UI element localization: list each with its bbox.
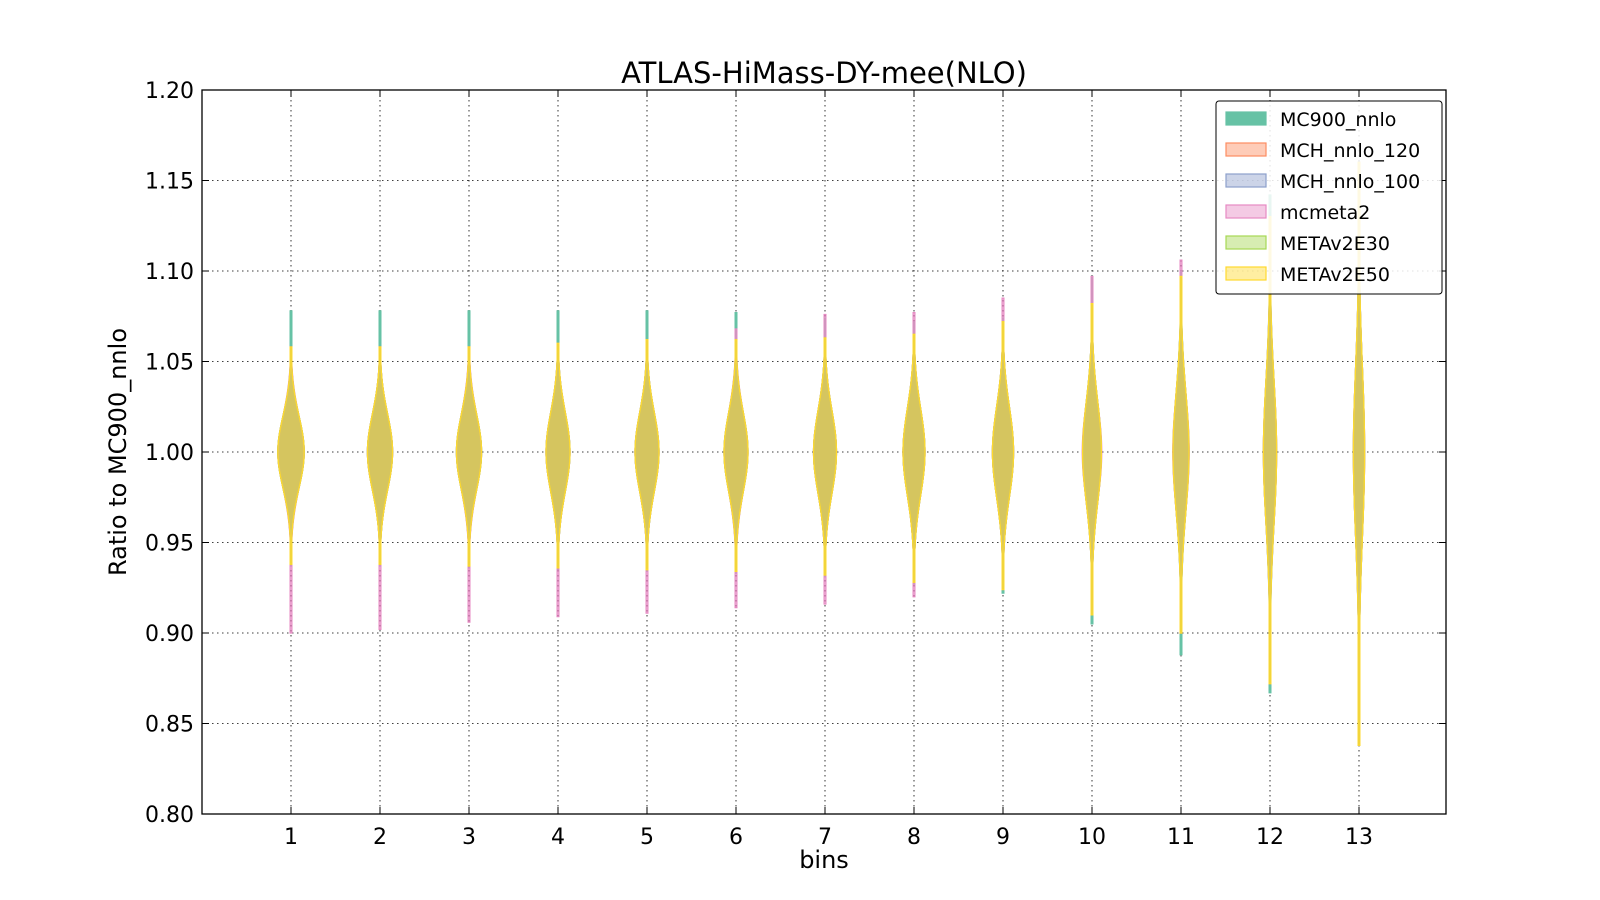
legend-label: MCH_nnlo_100 bbox=[1280, 171, 1420, 193]
x-tick-label: 13 bbox=[1345, 825, 1373, 850]
legend-label: MC900_nnlo bbox=[1280, 109, 1396, 131]
y-tick-label: 0.95 bbox=[145, 532, 194, 557]
violin-METAv2E50-bin-6 bbox=[723, 339, 749, 573]
x-tick-label: 5 bbox=[640, 825, 654, 850]
y-tick-label: 1.15 bbox=[145, 170, 194, 195]
y-tick-label: 1.00 bbox=[145, 441, 194, 466]
x-axis-label: bins bbox=[799, 846, 849, 874]
violin-METAv2E50-bin-4 bbox=[545, 342, 571, 569]
violin-METAv2E50-bin-5 bbox=[634, 339, 660, 571]
x-tick-label: 8 bbox=[907, 825, 921, 850]
legend-label: mcmeta2 bbox=[1280, 202, 1370, 224]
legend-swatch bbox=[1225, 142, 1267, 157]
violin-METAv2E50-bin-9 bbox=[991, 321, 1015, 591]
x-tick-label: 2 bbox=[373, 825, 387, 850]
x-tick-label: 4 bbox=[551, 825, 565, 850]
x-tick-label: 7 bbox=[818, 825, 832, 850]
grid bbox=[202, 90, 1446, 814]
y-tick-label: 1.05 bbox=[145, 351, 194, 376]
legend-swatch bbox=[1225, 173, 1267, 188]
ticks: 0.800.850.900.951.001.051.101.151.201 2 3 4… bbox=[145, 79, 1446, 850]
legend-swatch bbox=[1225, 266, 1267, 281]
legend-box bbox=[1215, 100, 1443, 295]
violin-METAv2E50-bin-11 bbox=[1172, 275, 1190, 634]
legend-swatch bbox=[1225, 111, 1267, 126]
x-tick-label: 6 bbox=[729, 825, 743, 850]
x-tick-label: 10 bbox=[1078, 825, 1106, 850]
legend-swatch bbox=[1225, 235, 1267, 250]
legend: MC900_nnlo MCH_nnlo_120 MCH_nnlo_100mcmeta… bbox=[1215, 100, 1443, 295]
y-tick-label: 1.10 bbox=[145, 260, 194, 285]
legend-swatch bbox=[1225, 204, 1267, 219]
violin-METAv2E50-bin-10 bbox=[1081, 302, 1103, 616]
y-axis-label: Ratio to MC900_nnlo bbox=[104, 328, 132, 576]
x-tick-label: 12 bbox=[1256, 825, 1284, 850]
violin-METAv2E50-bin-1 bbox=[277, 346, 305, 565]
chart-title: ATLAS-HiMass-DY-mee(NLO) bbox=[621, 56, 1027, 90]
x-tick-label: 3 bbox=[462, 825, 476, 850]
y-tick-label: 0.90 bbox=[145, 622, 194, 647]
violin-METAv2E50-bin-3 bbox=[455, 346, 483, 567]
x-tick-label: 11 bbox=[1167, 825, 1195, 850]
y-tick-label: 0.85 bbox=[145, 713, 194, 738]
x-tick-label: 9 bbox=[996, 825, 1010, 850]
violin-METAv2E50-bin-2 bbox=[366, 346, 394, 565]
y-tick-label: 1.20 bbox=[145, 79, 194, 104]
legend-label: MCH_nnlo_120 bbox=[1280, 140, 1420, 162]
y-tick-label: 0.80 bbox=[145, 803, 194, 828]
x-tick-label: 1 bbox=[284, 825, 298, 850]
legend-label: METAv2E50 bbox=[1280, 264, 1390, 286]
violin-METAv2E50-bin-7 bbox=[812, 337, 838, 576]
legend-label: METAv2E30 bbox=[1280, 233, 1390, 255]
violin-METAv2E50-bin-8 bbox=[902, 333, 926, 583]
